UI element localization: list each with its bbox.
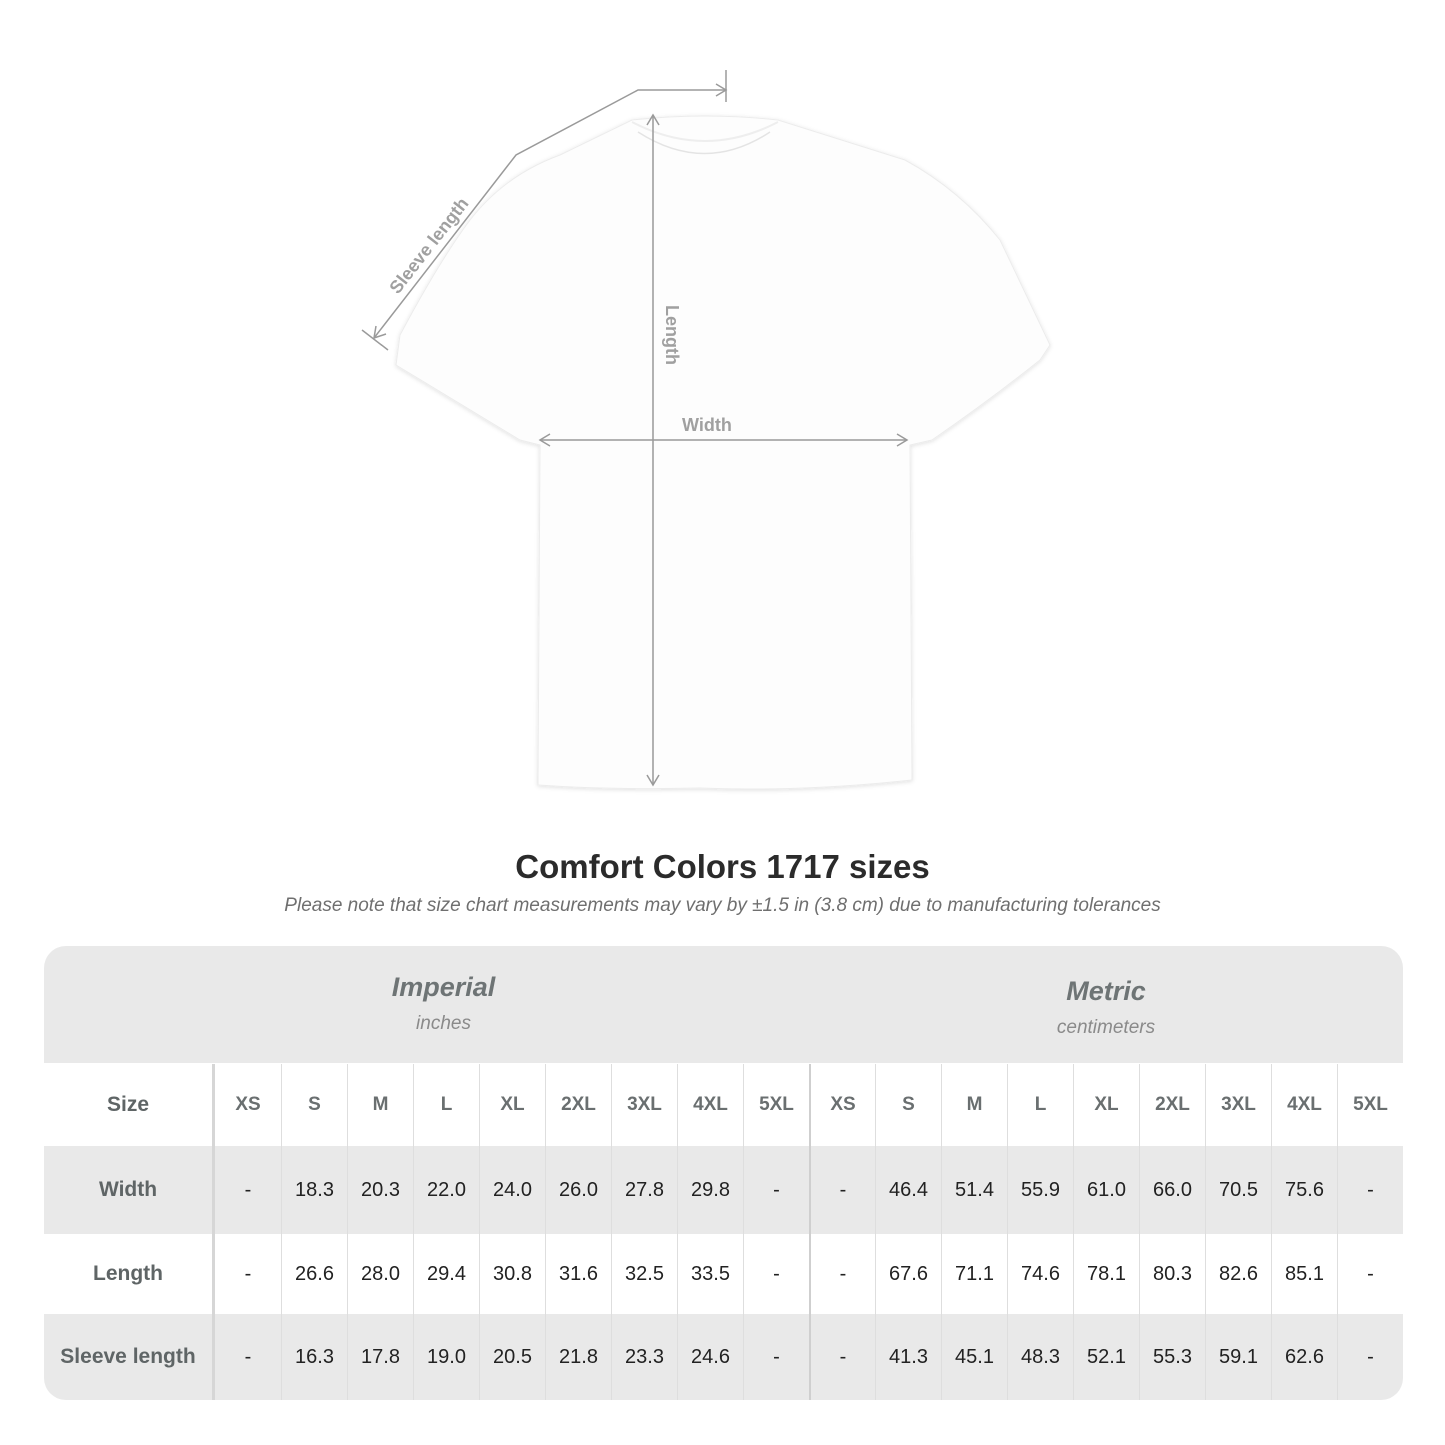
tshirt-image bbox=[395, 115, 1051, 790]
table-cell-metric: 75.6 bbox=[1271, 1146, 1337, 1234]
table-row-width: Width -18.3 20.3 22.0 24.0 26.0 27.8 29.8- -46.4… bbox=[44, 1146, 1403, 1234]
table-cell-metric: 59.1 bbox=[1205, 1314, 1271, 1400]
table-cell-imperial: 27.8 bbox=[611, 1146, 677, 1234]
table-cell-metric: 62.6 bbox=[1271, 1314, 1337, 1400]
row-label: Size bbox=[44, 1064, 215, 1146]
table-cell-imperial: - bbox=[743, 1234, 809, 1314]
table-cell-imperial: 26.0 bbox=[545, 1146, 611, 1234]
table-cell-imperial: 20.5 bbox=[479, 1314, 545, 1400]
table-cell-metric: 55.9 bbox=[1007, 1146, 1073, 1234]
unit-header-band bbox=[44, 946, 1403, 1063]
size-header-metric: M bbox=[941, 1064, 1007, 1146]
size-header-imperial: XS bbox=[235, 1094, 261, 1115]
size-header-metric: XL bbox=[1073, 1064, 1139, 1146]
size-header-metric: 2XL bbox=[1139, 1064, 1205, 1146]
table-cell-imperial: 26.6 bbox=[281, 1234, 347, 1314]
size-header-imperial: L bbox=[413, 1064, 479, 1146]
table-cell-metric: - bbox=[1337, 1234, 1403, 1314]
sleeve-length-measure bbox=[361, 70, 728, 351]
length-measure bbox=[646, 113, 660, 787]
table-cell-metric: 78.1 bbox=[1073, 1234, 1139, 1314]
table-cell-imperial: - bbox=[244, 1262, 252, 1285]
table-cell-metric: - bbox=[1337, 1146, 1403, 1234]
length-label: Length bbox=[662, 305, 682, 365]
table-cell-imperial: 29.4 bbox=[413, 1234, 479, 1314]
table-cell-metric: 41.3 bbox=[875, 1314, 941, 1400]
tolerance-note: Please note that size chart measurements… bbox=[284, 895, 1161, 916]
width-label: Width bbox=[682, 415, 732, 435]
size-header-metric: 3XL bbox=[1205, 1064, 1271, 1146]
table-cell-metric: 46.4 bbox=[875, 1146, 941, 1234]
table-cell-metric: 67.6 bbox=[875, 1234, 941, 1314]
row-label: Sleeve length bbox=[44, 1314, 215, 1400]
size-table: Imperial inches Metric centimeters Size X… bbox=[44, 946, 1403, 1400]
table-cell-imperial: 20.3 bbox=[347, 1146, 413, 1234]
metric-unit: centimeters bbox=[1056, 1017, 1156, 1038]
table-cell-imperial: 17.8 bbox=[347, 1314, 413, 1400]
tshirt-diagram: Sleeve length Length Width bbox=[361, 70, 1051, 790]
size-header-imperial: XL bbox=[479, 1064, 545, 1146]
metric-title: Metric bbox=[1066, 976, 1146, 1006]
table-cell-metric: 80.3 bbox=[1139, 1234, 1205, 1314]
table-cell-imperial: 24.6 bbox=[677, 1314, 743, 1400]
table-cell-imperial: - bbox=[743, 1314, 809, 1400]
table-cell-imperial: 22.0 bbox=[413, 1146, 479, 1234]
table-cell-imperial: - bbox=[244, 1345, 252, 1368]
table-cell-metric: 55.3 bbox=[1139, 1314, 1205, 1400]
table-cell-metric: 66.0 bbox=[1139, 1146, 1205, 1234]
table-cell-metric: - bbox=[1337, 1314, 1403, 1400]
table-cell-imperial: 29.8 bbox=[677, 1146, 743, 1234]
metric-header: Metric centimeters bbox=[809, 946, 1403, 1063]
imperial-title: Imperial bbox=[391, 972, 496, 1002]
table-cell-imperial: 16.3 bbox=[281, 1314, 347, 1400]
table-cell-imperial: 30.8 bbox=[479, 1234, 545, 1314]
chart-title: Comfort Colors 1717 sizes bbox=[515, 848, 930, 885]
table-cell-imperial: 24.0 bbox=[479, 1146, 545, 1234]
size-header-imperial: 3XL bbox=[611, 1064, 677, 1146]
table-cell-imperial: 33.5 bbox=[677, 1234, 743, 1314]
table-cell-imperial: 19.0 bbox=[413, 1314, 479, 1400]
table-cell-imperial: - bbox=[743, 1146, 809, 1234]
table-cell-metric: - bbox=[809, 1234, 875, 1314]
table-cell-metric: 85.1 bbox=[1271, 1234, 1337, 1314]
table-cell-imperial: 21.8 bbox=[545, 1314, 611, 1400]
size-header-metric: L bbox=[1007, 1064, 1073, 1146]
table-cell-imperial: 23.3 bbox=[611, 1314, 677, 1400]
table-cell-metric: 52.1 bbox=[1073, 1314, 1139, 1400]
table-cell-imperial: 31.6 bbox=[545, 1234, 611, 1314]
table-cell-metric: - bbox=[809, 1314, 875, 1400]
table-row-length: Length -26.6 28.0 29.4 30.8 31.6 32.5 33.5- -67.… bbox=[44, 1234, 1403, 1314]
table-cell-metric: 48.3 bbox=[1007, 1314, 1073, 1400]
table-cell-imperial: 18.3 bbox=[281, 1146, 347, 1234]
imperial-header: Imperial inches bbox=[215, 946, 672, 1063]
row-label: Length bbox=[44, 1234, 215, 1314]
size-header-imperial: M bbox=[347, 1064, 413, 1146]
size-header-row: Size XS S M L XL 2XL 3XL 4XL 5XL XS S M L XL 2XL 3XL 4XL 5… bbox=[44, 1064, 1403, 1146]
table-row-sleeve-length: Sleeve length - 16.3 17.8 19.0 20.5 21.8 23.3 24… bbox=[44, 1314, 1403, 1400]
table-cell-metric: 70.5 bbox=[1205, 1146, 1271, 1234]
table-cell-metric: 61.0 bbox=[1073, 1146, 1139, 1234]
size-header-metric: 4XL bbox=[1271, 1064, 1337, 1146]
size-header-metric: S bbox=[875, 1064, 941, 1146]
width-measure bbox=[538, 433, 909, 447]
table-cell-metric: - bbox=[809, 1146, 875, 1234]
row-label: Width bbox=[44, 1146, 215, 1234]
table-cell-metric: 82.6 bbox=[1205, 1234, 1271, 1314]
table-cell-metric: 71.1 bbox=[941, 1234, 1007, 1314]
table-cell-imperial: - bbox=[244, 1178, 252, 1201]
size-header-metric: XS bbox=[809, 1064, 875, 1146]
table-cell-imperial: 28.0 bbox=[347, 1234, 413, 1314]
table-cell-imperial: 32.5 bbox=[611, 1234, 677, 1314]
size-header-imperial: 4XL bbox=[677, 1064, 743, 1146]
table-cell-metric: 74.6 bbox=[1007, 1234, 1073, 1314]
imperial-unit: inches bbox=[416, 1013, 471, 1034]
size-header-imperial: 2XL bbox=[545, 1064, 611, 1146]
size-header-imperial: S bbox=[281, 1064, 347, 1146]
table-cell-metric: 51.4 bbox=[941, 1146, 1007, 1234]
size-header-imperial: 5XL bbox=[743, 1064, 809, 1146]
table-cell-metric: 45.1 bbox=[941, 1314, 1007, 1400]
size-header-metric: 5XL bbox=[1337, 1064, 1403, 1146]
